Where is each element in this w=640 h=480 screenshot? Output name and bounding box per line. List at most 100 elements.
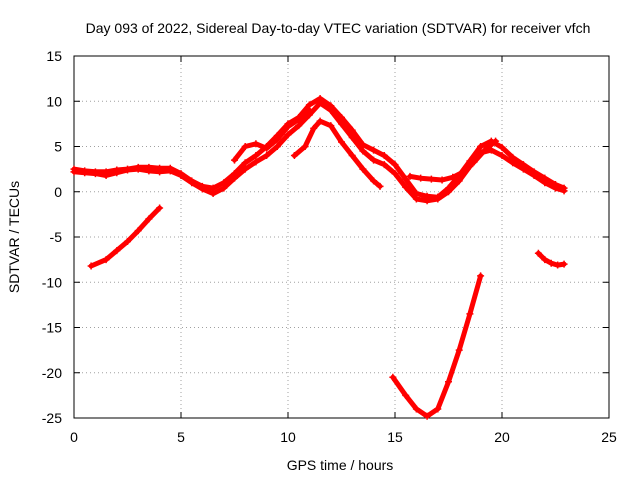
data-point [455, 346, 463, 354]
y-tick-label: -15 [42, 320, 62, 336]
data-point [427, 175, 435, 183]
data-point [263, 152, 271, 160]
x-tick-label: 15 [387, 429, 403, 445]
y-tick-label: 5 [54, 139, 62, 155]
data-point [560, 260, 568, 268]
y-tick-label: 15 [46, 48, 62, 64]
data-point [498, 143, 506, 151]
series-arc-1 [70, 99, 568, 205]
y-tick-label: -5 [50, 229, 63, 245]
data-point [295, 115, 303, 123]
data-point [541, 256, 549, 264]
data-point [359, 165, 367, 173]
data-point [290, 152, 298, 160]
data-point [231, 156, 238, 164]
x-tick-label: 0 [70, 429, 78, 445]
grid [74, 56, 609, 418]
data-marks [70, 95, 568, 420]
data-point [310, 124, 318, 132]
data-point [327, 122, 335, 130]
data-point [376, 182, 384, 190]
data-point [305, 106, 313, 114]
data-point [359, 141, 367, 149]
x-tick-label: 5 [177, 429, 185, 445]
data-point [477, 272, 485, 280]
chart-title: Day 093 of 2022, Sidereal Day-to-day VTE… [86, 20, 591, 36]
series-arc-6 [389, 272, 485, 420]
data-point [547, 259, 555, 267]
data-point [284, 123, 292, 131]
data-point [391, 161, 399, 169]
data-point [273, 143, 281, 150]
series-arc-7 [406, 137, 500, 184]
data-point [145, 215, 153, 223]
data-point [156, 204, 164, 212]
data-point [492, 137, 500, 145]
data-point [481, 146, 489, 154]
data-point [87, 262, 95, 270]
data-point [241, 165, 249, 173]
data-point [284, 131, 292, 139]
x-tick-label: 10 [280, 429, 296, 445]
series-arc-2 [70, 95, 568, 201]
data-point [541, 174, 549, 182]
data-point [198, 182, 206, 190]
data-point [380, 161, 388, 169]
data-point [102, 256, 110, 264]
data-point [438, 176, 446, 184]
y-tick-label: 10 [46, 93, 62, 109]
data-point [391, 170, 399, 178]
ticks: 0 5 10 15 20 25 -25 -20 -15 -10 -5 0 5 10 15 [42, 48, 617, 445]
y-axis-label: SDTVAR / TECUs [6, 181, 22, 293]
data-point [560, 184, 568, 192]
data-point [231, 170, 238, 178]
data-point [406, 172, 414, 180]
data-point [241, 159, 249, 167]
data-point [91, 168, 99, 176]
data-point [301, 143, 309, 150]
data-point [466, 310, 474, 318]
y-tick-label: -25 [42, 410, 62, 426]
data-point [370, 177, 378, 185]
y-tick-label: 0 [54, 184, 62, 200]
data-point [530, 168, 538, 176]
data-point [166, 164, 174, 172]
data-point [81, 167, 89, 175]
data-point [509, 153, 517, 161]
data-point [370, 146, 378, 154]
x-axis-label: GPS time / hours [287, 457, 394, 473]
data-point [338, 138, 345, 146]
data-point [156, 164, 164, 172]
data-point [295, 122, 303, 130]
data-point [316, 95, 324, 103]
data-point [554, 261, 562, 269]
series-arc-4 [231, 106, 313, 164]
data-point [552, 181, 559, 189]
data-point [498, 152, 506, 160]
data-point [348, 126, 356, 134]
data-point [263, 144, 271, 152]
data-point [359, 147, 367, 155]
data-point [402, 183, 410, 191]
data-point [327, 102, 335, 110]
data-point [402, 391, 410, 399]
data-point [389, 373, 397, 381]
data-point [423, 192, 431, 200]
x-tick-label: 25 [601, 429, 617, 445]
data-point [252, 152, 260, 160]
data-point [417, 174, 425, 182]
data-point [434, 405, 442, 413]
data-point [412, 190, 420, 198]
data-point [470, 158, 478, 166]
data-point [113, 166, 121, 174]
series-arc-5 [290, 117, 384, 190]
data-point [412, 405, 420, 413]
data-point [220, 179, 228, 187]
y-tick-label: -10 [42, 274, 62, 290]
data-point [423, 412, 431, 420]
data-point [449, 173, 457, 181]
series-arc-3 [87, 204, 164, 270]
data-point [316, 117, 324, 125]
x-tick-label: 20 [494, 429, 510, 445]
